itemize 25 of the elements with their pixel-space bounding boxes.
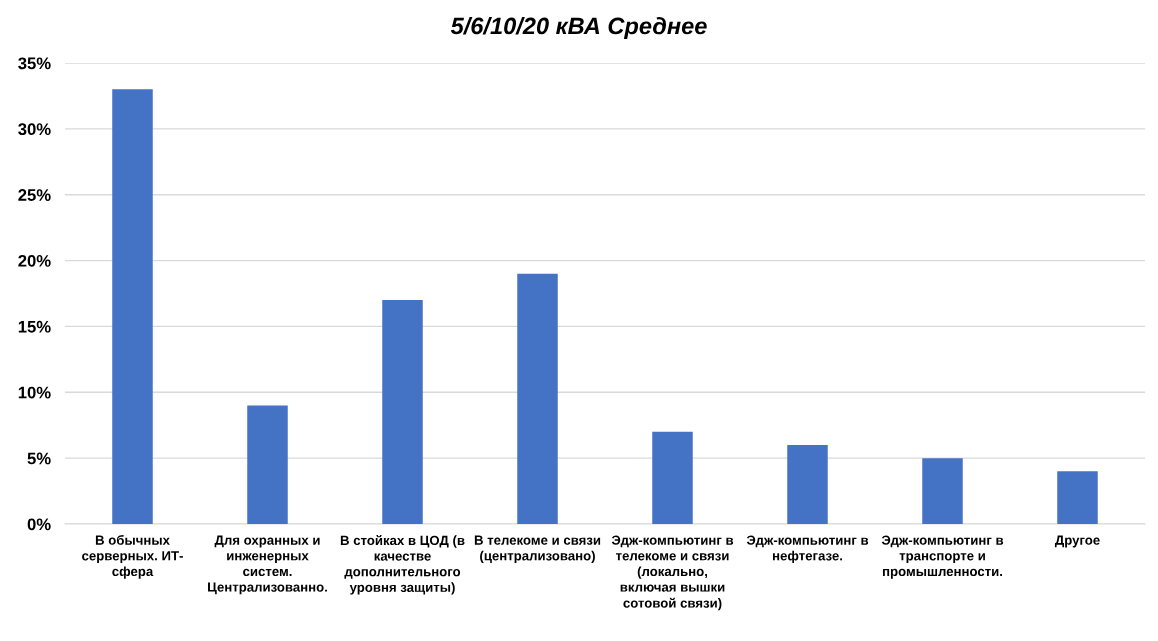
x-tick-label: В телекоме и связи (централизовано) [474, 535, 601, 564]
x-tick-label: Эдж-компьютинг в телекоме и связи (локально, включая вышки сотовой связи) [611, 535, 734, 611]
y-tick-label: 35% [18, 57, 51, 70]
bar [247, 405, 288, 524]
bar [652, 431, 693, 524]
x-tick-label: Эдж-компьютинг в нефтегазе. [746, 535, 869, 564]
y-tick-label: 20% [18, 254, 51, 267]
bar [382, 300, 423, 524]
bar [517, 273, 558, 524]
y-tick-label: 10% [18, 386, 51, 399]
bar [112, 89, 153, 524]
x-tick-label: Эдж-компьютинг в транспорте и промышленности. [881, 535, 1004, 579]
y-tick-label: 25% [18, 189, 51, 201]
bar [787, 444, 828, 524]
bar [922, 458, 963, 524]
y-tick-label: 30% [18, 123, 51, 136]
x-tick-label: Другое [1054, 535, 1100, 548]
x-tick-label: В обычных серверных. ИТ- сфера [82, 535, 183, 579]
y-tick-label: 15% [18, 320, 51, 333]
y-tick-label: 5% [27, 452, 51, 465]
x-tick-label: Для охранных и инженерных систем. Централизованно. [208, 535, 327, 595]
x-tick-label: В стойках в ЦОД (в качестве дополнительного уровня защиты) [340, 535, 465, 595]
y-tick-label: 0% [27, 518, 51, 531]
chart-title: 5/6/10/20 кВА Среднее [450, 17, 707, 40]
bar [1057, 471, 1098, 524]
